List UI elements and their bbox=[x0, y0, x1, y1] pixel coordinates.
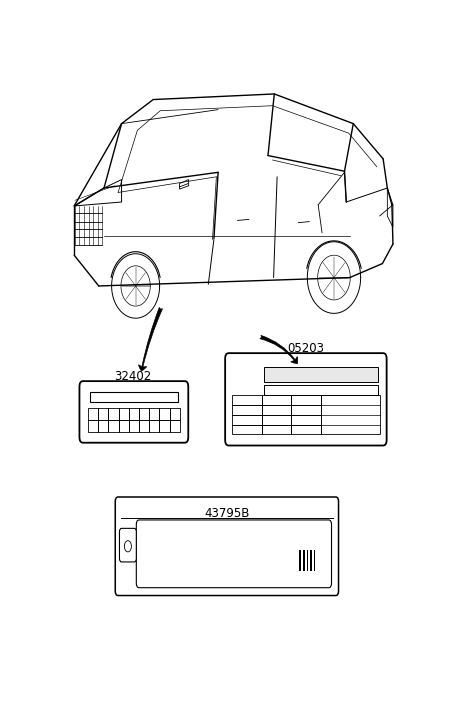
Bar bbox=[299, 550, 301, 571]
Bar bbox=[169, 419, 180, 432]
Bar bbox=[88, 408, 98, 419]
Bar bbox=[313, 550, 315, 571]
Bar bbox=[169, 408, 180, 419]
Bar bbox=[264, 366, 378, 382]
Bar bbox=[139, 419, 149, 432]
Bar bbox=[232, 395, 262, 405]
Bar bbox=[119, 408, 129, 419]
Bar bbox=[310, 550, 312, 571]
Bar bbox=[321, 395, 380, 434]
Bar bbox=[98, 408, 108, 419]
Bar bbox=[291, 414, 321, 425]
Text: 05203: 05203 bbox=[287, 342, 324, 355]
Bar bbox=[108, 419, 119, 432]
Bar bbox=[291, 425, 321, 434]
Bar bbox=[303, 550, 305, 571]
Bar bbox=[262, 425, 291, 434]
Bar bbox=[291, 395, 321, 405]
Bar bbox=[129, 408, 139, 419]
Bar bbox=[262, 414, 291, 425]
Text: 43795B: 43795B bbox=[204, 507, 250, 520]
Bar bbox=[149, 408, 159, 419]
FancyBboxPatch shape bbox=[79, 381, 188, 443]
Bar bbox=[159, 408, 169, 419]
Bar bbox=[108, 408, 119, 419]
Bar bbox=[232, 414, 262, 425]
Bar bbox=[119, 419, 129, 432]
Bar bbox=[159, 419, 169, 432]
FancyBboxPatch shape bbox=[120, 529, 136, 562]
Bar bbox=[262, 395, 291, 405]
Bar bbox=[232, 405, 262, 414]
Bar bbox=[262, 405, 291, 414]
Bar bbox=[90, 393, 178, 403]
Bar bbox=[264, 385, 378, 395]
Bar bbox=[232, 425, 262, 434]
Bar bbox=[307, 550, 308, 571]
Bar bbox=[139, 408, 149, 419]
FancyBboxPatch shape bbox=[225, 353, 386, 446]
Text: 32402: 32402 bbox=[115, 370, 152, 383]
FancyBboxPatch shape bbox=[115, 497, 338, 595]
Bar bbox=[88, 419, 98, 432]
Bar bbox=[291, 405, 321, 414]
Bar bbox=[149, 419, 159, 432]
Bar bbox=[98, 419, 108, 432]
Bar bbox=[129, 419, 139, 432]
